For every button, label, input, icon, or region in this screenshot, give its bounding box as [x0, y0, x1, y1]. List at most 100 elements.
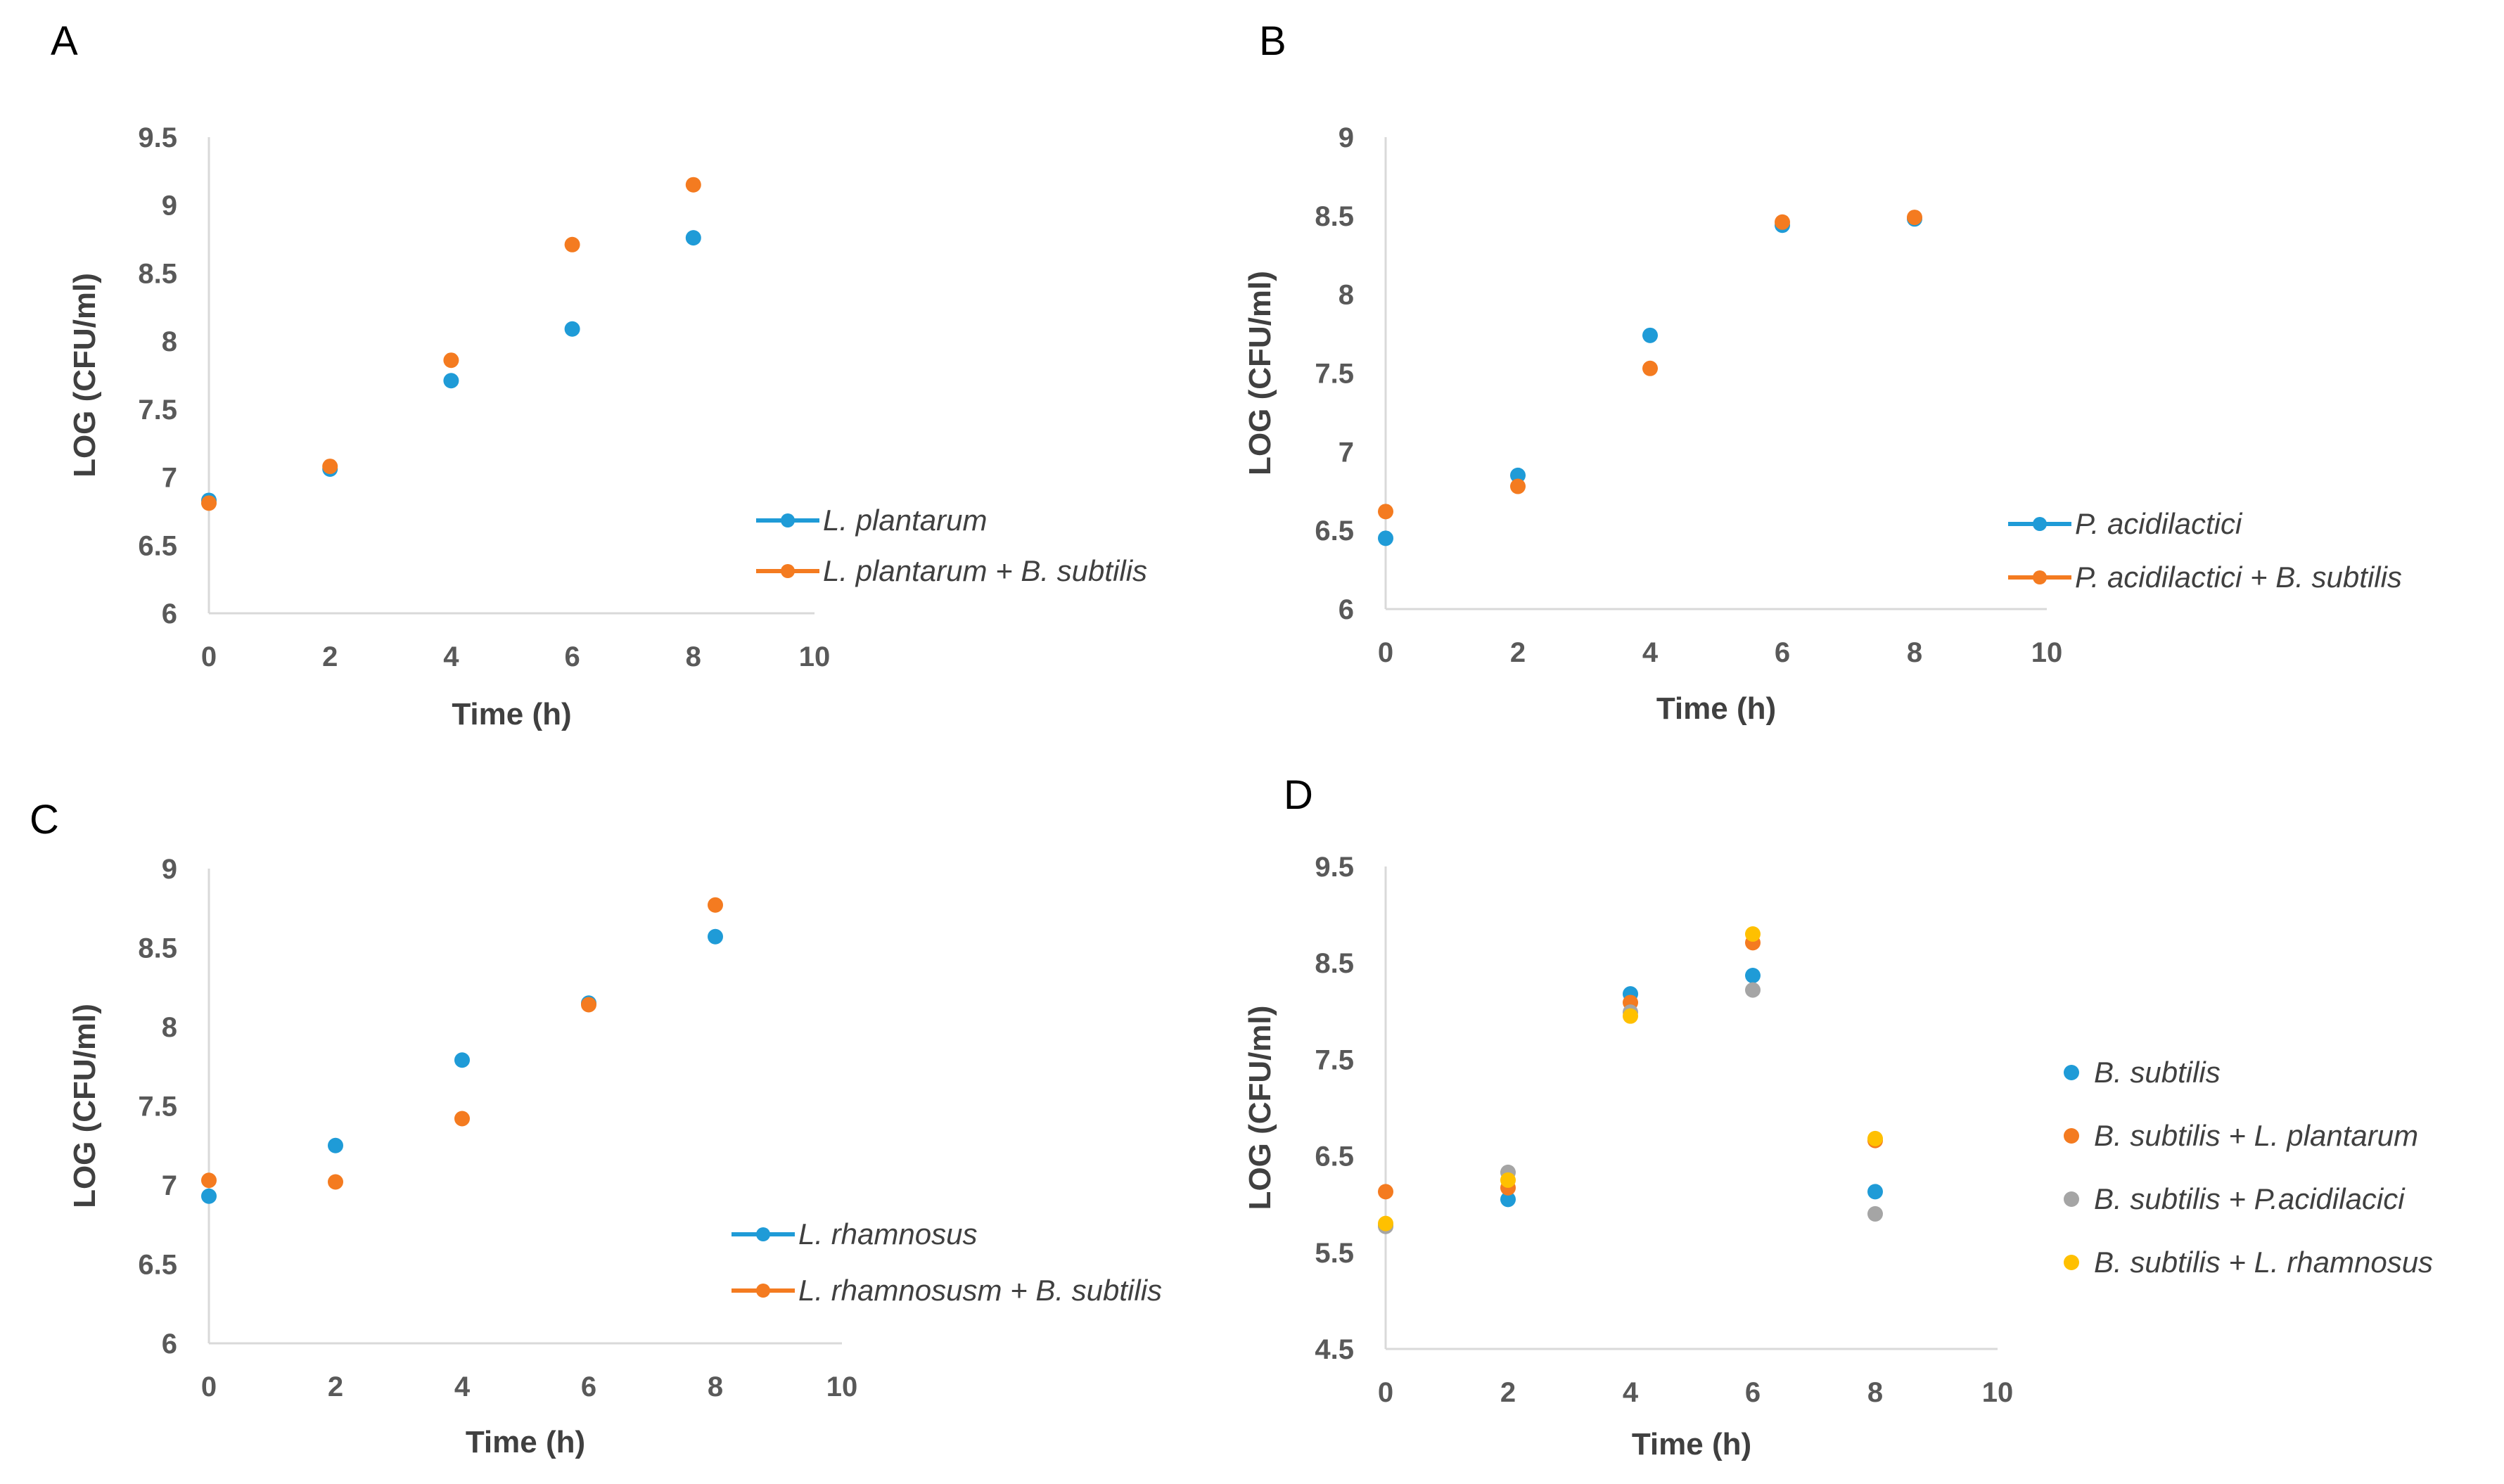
panel-d-series-4-point — [1378, 1215, 1393, 1232]
panel-d-x-tick-label: 2 — [1500, 1377, 1516, 1408]
panel-c-series-2-point — [581, 997, 596, 1013]
panel-b-y-tick-label: 8.5 — [1315, 201, 1354, 232]
panel-d-series-3-point — [1867, 1205, 1883, 1222]
panel-c-y-tick-label: 8 — [162, 1012, 177, 1043]
panel-c-letter: C — [30, 797, 59, 843]
panel-d-series-2-point — [1378, 1184, 1393, 1200]
panel-a-series-2-point — [322, 459, 338, 475]
panel-c-x-tick-label: 4 — [454, 1371, 471, 1402]
panel-c-y-axis-title: LOG (CFU/ml) — [68, 1004, 102, 1208]
panel-d-series-4-point — [1745, 926, 1761, 942]
panel-a-x-tick-label: 2 — [322, 641, 338, 672]
panel-d-x-tick-label: 6 — [1745, 1377, 1761, 1408]
panel-c-x-tick-label: 8 — [708, 1371, 723, 1402]
panel-b-legend-marker — [2033, 570, 2047, 584]
panel-c-series-2 — [201, 897, 723, 1190]
panel-b-x-tick-label: 2 — [1510, 637, 1526, 668]
panel-d-y-tick-label: 7.5 — [1315, 1044, 1354, 1075]
panel-d-legend-marker — [2064, 1128, 2079, 1144]
panel-c-series-1-point — [454, 1052, 470, 1068]
panel-c-y-tick-label: 9 — [162, 854, 177, 885]
panel-c-series-2-point — [708, 897, 723, 913]
panel-d: D 4.5 5.5 6.5 7.5 8.5 9.5 0 2 4 6 8 10 Time (h) LOG (C… — [1243, 772, 2433, 1461]
panel-a-x-tick-label: 0 — [201, 641, 217, 672]
panel-b-letter: B — [1259, 18, 1286, 64]
panel-d-x-tick-label: 0 — [1378, 1377, 1393, 1408]
panel-a-series-2-point — [564, 236, 580, 252]
panel-a-legend-label: L. plantarum + B. subtilis — [823, 554, 1147, 587]
panel-d-legend-label: B. subtilis + P.acidilacici — [2094, 1182, 2406, 1215]
panel-d-letter: D — [1284, 772, 1313, 818]
panel-a-legend-label: L. plantarum — [823, 504, 987, 537]
panel-c-series-2-point — [328, 1174, 343, 1190]
panel-a-legend-marker — [781, 513, 795, 527]
panel-c: C 6 6.5 7 7.5 8 8.5 9 0 2 4 6 8 10 Time (h) LOG (CFU/ml… — [30, 797, 1162, 1459]
panel-c-y-tick-label: 6 — [162, 1329, 177, 1360]
panel-c-y-tick-label: 7 — [162, 1170, 177, 1201]
panel-a-x-tick-label: 6 — [564, 641, 580, 672]
panel-b-y-tick-label: 6 — [1339, 594, 1354, 625]
panel-d-series-4 — [1378, 926, 1883, 1232]
panel-a-x-tick-label: 10 — [799, 641, 831, 672]
panel-b-x-tick-label: 10 — [2031, 637, 2063, 668]
panel-a-series-1-point — [685, 230, 701, 246]
panel-a-legend: L. plantarum L. plantarum + B. subtilis — [756, 504, 1147, 587]
panel-b-y-tick-label: 8 — [1339, 280, 1354, 311]
panel-b-legend-label: P. acidilactici — [2075, 507, 2243, 540]
panel-b-y-tick-label: 7 — [1339, 437, 1354, 468]
panel-a-y-axis-title: LOG (CFU/ml) — [68, 273, 102, 478]
panel-c-y-tick-label: 7.5 — [138, 1092, 177, 1122]
panel-a-series-2-point — [443, 352, 459, 369]
panel-b-x-axis-title: Time (h) — [1656, 691, 1776, 726]
panel-c-x-tick-label: 2 — [328, 1371, 343, 1402]
panel-b-series-2-point — [1775, 214, 1790, 230]
panel-a-x-tick-label: 8 — [686, 641, 701, 672]
panel-c-legend-marker — [756, 1284, 770, 1298]
panel-b-x-tick-label: 0 — [1378, 637, 1393, 668]
panel-d-legend-marker — [2064, 1191, 2079, 1207]
panel-a-letter: A — [51, 18, 78, 64]
panel-b-series-1-point — [1642, 327, 1658, 343]
panel-d-x-tick-label: 10 — [1982, 1377, 2014, 1408]
panel-b-y-axis-title: LOG (CFU/ml) — [1243, 271, 1277, 475]
panel-d-y-tick-label: 8.5 — [1315, 948, 1354, 979]
panel-a-series-2-point — [685, 177, 701, 193]
panel-c-series-1-point — [328, 1137, 343, 1153]
panel-b-series-2 — [1378, 210, 1922, 520]
panel-c-y-tick-label: 6.5 — [138, 1250, 177, 1281]
panel-a-series-1-point — [564, 321, 580, 337]
panel-a-y-tick-label: 7.5 — [138, 395, 177, 426]
panel-c-legend: L. rhamnosus L. rhamnosusm + B. subtilis — [732, 1217, 1162, 1307]
panel-d-legend-marker — [2064, 1065, 2079, 1080]
panel-c-x-tick-label: 10 — [826, 1371, 858, 1402]
panel-c-legend-marker — [756, 1227, 770, 1241]
panel-c-x-axis-title: Time (h) — [466, 1425, 585, 1459]
panel-a-y-tick-label: 8 — [162, 326, 177, 357]
panel-a-y-tick-label: 6.5 — [138, 530, 177, 561]
panel-a-y-tick-label: 9.5 — [138, 122, 177, 153]
panel-b-y-tick-label: 6.5 — [1315, 516, 1354, 546]
panel-b-x-tick-label: 4 — [1642, 637, 1659, 668]
panel-d-series-4-point — [1867, 1130, 1883, 1146]
panel-d-y-tick-label: 4.5 — [1315, 1334, 1354, 1365]
panel-d-x-tick-label: 4 — [1623, 1377, 1639, 1408]
panel-c-series-1-point — [708, 928, 723, 945]
panel-a: A 6 6.5 7 7.5 8 8.5 9 9.5 0 2 4 6 8 10 Time (h) LOG (CFU… — [51, 18, 1147, 731]
panel-d-legend-label: B. subtilis + L. rhamnosus — [2094, 1246, 2433, 1279]
panel-b-y-tick-label: 9 — [1339, 122, 1354, 153]
panel-a-y-tick-label: 6 — [162, 599, 177, 629]
panel-c-x-tick-label: 0 — [201, 1371, 217, 1402]
panel-c-series-1-point — [201, 1188, 217, 1204]
panel-d-legend-label: B. subtilis — [2094, 1056, 2221, 1089]
panel-b-series-2-point — [1510, 478, 1526, 494]
panel-c-series-2-point — [201, 1172, 217, 1189]
panel-a-legend-marker — [781, 564, 795, 578]
panel-d-legend-marker — [2064, 1255, 2079, 1270]
panel-a-y-tick-label: 9 — [162, 191, 177, 222]
panel-b-legend: P. acidilactici P. acidilactici + B. subt… — [2008, 507, 2402, 594]
panel-c-series-2-point — [454, 1111, 470, 1127]
panel-c-legend-label: L. rhamnosus — [798, 1217, 977, 1250]
panel-b-series-1-point — [1510, 467, 1526, 483]
